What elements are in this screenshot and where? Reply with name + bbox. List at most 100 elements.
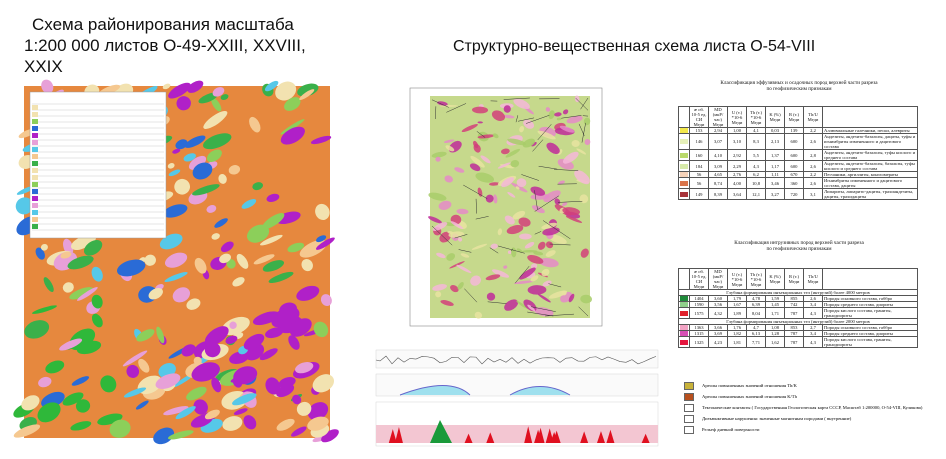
cell: 1,37 xyxy=(765,149,785,161)
geo-unit xyxy=(214,218,228,228)
description: Липариты, липарито-дациты, трахиандезиты… xyxy=(822,188,918,200)
geo-unit xyxy=(428,216,442,224)
cell: 4,3 xyxy=(746,160,766,172)
geo-unit xyxy=(192,162,213,180)
cell: 160 xyxy=(689,149,709,161)
geo-unit xyxy=(203,133,232,150)
swatch-cell xyxy=(678,336,690,348)
geo-unit xyxy=(439,231,451,243)
geo-unit xyxy=(516,300,528,309)
geo-unit xyxy=(440,300,454,306)
table-row: 1363 3,66 1,76 4,7 1,08 853 2,7 Породы основног… xyxy=(678,324,918,331)
geo-unit xyxy=(172,148,181,154)
fault xyxy=(545,313,575,317)
geo-unit xyxy=(568,293,575,303)
fault xyxy=(537,124,552,141)
geo-unit xyxy=(515,186,520,190)
geo-unit xyxy=(37,402,61,423)
geo-unit xyxy=(493,194,498,204)
legend-swatch xyxy=(684,392,694,401)
cell: 1,62 xyxy=(765,336,785,348)
geo-unit xyxy=(471,106,489,114)
geo-unit xyxy=(497,162,511,169)
header-cell: K (%) Меди xyxy=(765,106,785,128)
geo-unit xyxy=(519,267,536,280)
header-cell: R (т.) Меди xyxy=(784,106,804,128)
header-cell: Th/U Меди xyxy=(803,268,823,290)
fault xyxy=(489,247,499,254)
geo-unit xyxy=(518,233,532,240)
geo-unit xyxy=(533,251,544,256)
geo-unit xyxy=(301,259,313,272)
geo-unit xyxy=(514,280,534,285)
geo-unit xyxy=(513,98,530,110)
geo-unit xyxy=(506,225,524,235)
fault xyxy=(464,288,478,303)
cell: 3,1 xyxy=(803,188,823,200)
cell: 2,29 xyxy=(727,160,747,172)
cell: 3,46 xyxy=(765,177,785,189)
cell: 4,3 xyxy=(803,307,823,319)
swatch xyxy=(680,339,688,345)
geo-unit xyxy=(168,169,181,177)
geo-unit xyxy=(168,82,191,99)
geo-unit xyxy=(71,376,90,386)
geo-unit xyxy=(527,254,544,264)
geo-unit xyxy=(488,182,500,186)
geo-unit xyxy=(144,254,156,266)
geo-unit xyxy=(312,374,335,393)
geo-unit xyxy=(491,269,510,278)
geo-unit xyxy=(259,348,278,361)
fault xyxy=(534,195,560,212)
geo-unit xyxy=(437,101,448,106)
geo-unit xyxy=(447,231,454,234)
table-row: 56 8,74 4,00 10,8 3,46 360 2,6 Игнимбриты измен… xyxy=(678,177,918,189)
geo-unit xyxy=(203,110,228,129)
cell: 7,71 xyxy=(746,336,766,348)
fault xyxy=(503,97,530,100)
geo-unit xyxy=(13,424,41,438)
geo-unit xyxy=(233,366,258,385)
fault xyxy=(517,117,535,122)
geo-unit xyxy=(492,133,499,139)
geo-unit xyxy=(574,170,590,185)
geo-unit xyxy=(268,271,294,283)
table-title: Классификация эффузивных и осадочных пор… xyxy=(678,80,920,92)
geo-unit xyxy=(253,254,275,265)
geo-unit xyxy=(164,252,188,268)
geo-unit xyxy=(310,135,332,145)
geo-unit xyxy=(62,282,74,293)
fault xyxy=(514,265,530,284)
legend-item: Рельеф дневной поверхности xyxy=(684,424,924,435)
geo-unit xyxy=(117,259,146,277)
geo-unit xyxy=(504,299,519,311)
geo-unit xyxy=(432,284,447,291)
swatch xyxy=(680,128,688,133)
geo-unit xyxy=(545,107,551,112)
cell: 184 xyxy=(689,160,709,172)
inset-swatch xyxy=(32,210,38,215)
geo-unit xyxy=(136,329,155,342)
swatch xyxy=(680,310,688,316)
geo-unit xyxy=(297,83,319,97)
cell: 600 xyxy=(784,149,804,161)
geo-unit xyxy=(541,222,558,230)
geo-unit xyxy=(518,217,531,227)
geo-unit xyxy=(187,80,204,93)
table-row: 146 3,07 3,10 8,3 2,13 600 2,6 Андезиты, андези… xyxy=(678,133,918,150)
header-cell: K (%) Меди xyxy=(765,268,785,290)
geo-unit xyxy=(527,304,536,312)
fault xyxy=(549,243,571,246)
geo-unit xyxy=(280,119,305,135)
cell: 4,3 xyxy=(803,336,823,348)
inset-swatch xyxy=(32,175,38,180)
fault xyxy=(463,184,488,199)
geo-unit xyxy=(83,240,103,256)
geo-unit xyxy=(458,237,463,242)
fault xyxy=(581,122,586,143)
fault xyxy=(458,249,472,253)
geo-unit xyxy=(537,241,546,250)
cell: 5,5 xyxy=(746,149,766,161)
geo-unit xyxy=(545,241,554,249)
